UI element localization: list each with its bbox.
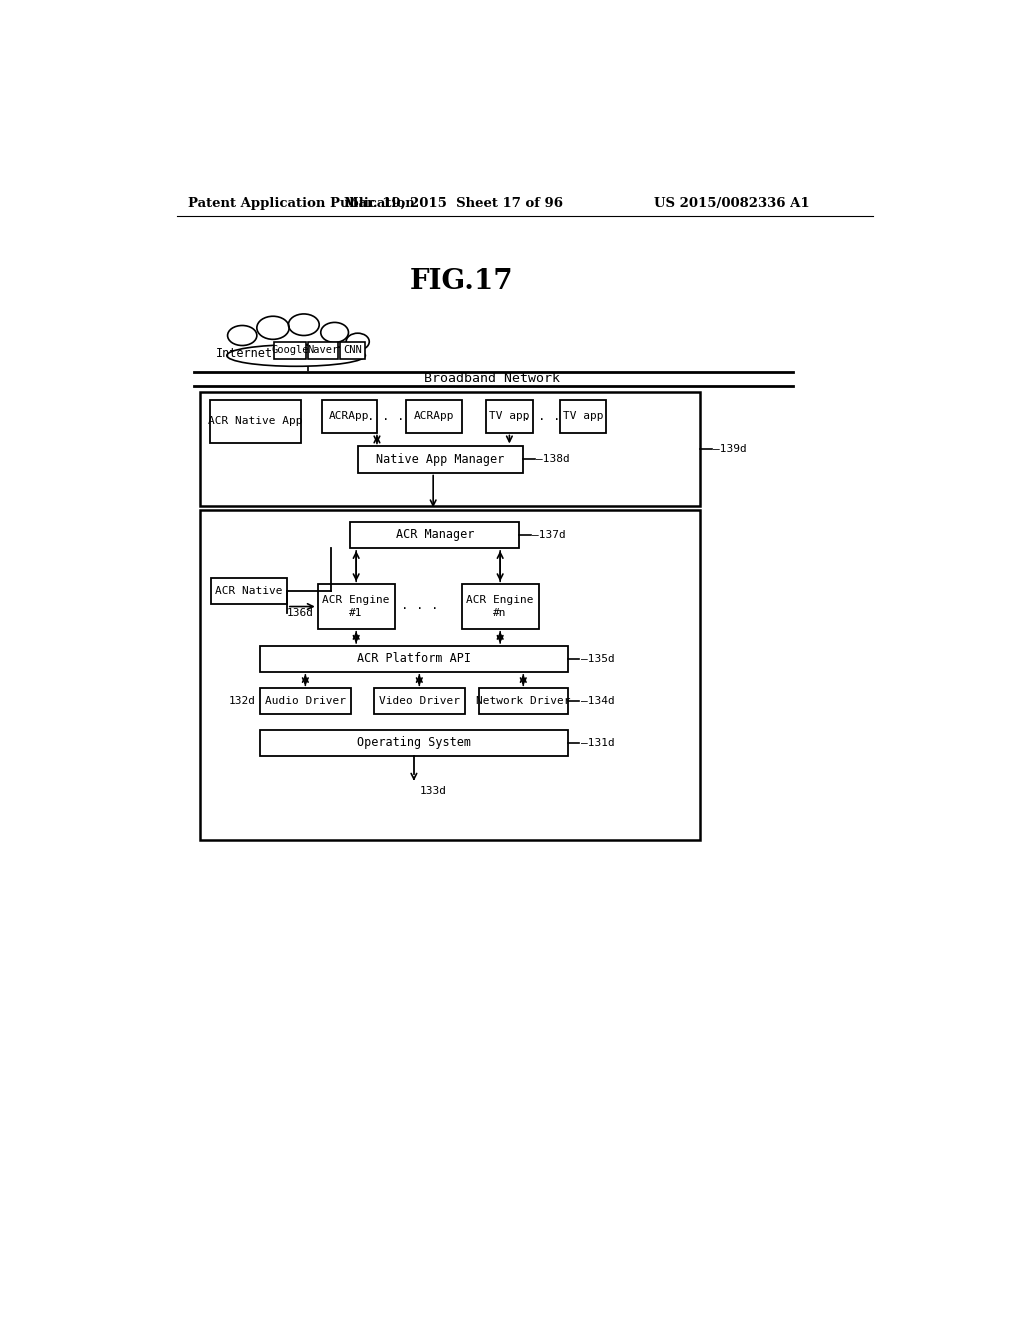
Text: Network Driver: Network Driver (476, 696, 570, 706)
Bar (462, 585, 539, 628)
Text: Internet: Internet (216, 347, 273, 360)
Text: FIG.17: FIG.17 (410, 268, 513, 296)
Text: 136d: 136d (287, 607, 313, 618)
Text: ACR Engine: ACR Engine (323, 594, 390, 605)
Text: ACRApp: ACRApp (414, 412, 455, 421)
Text: —134d: —134d (581, 696, 614, 706)
Text: Mar. 19, 2015  Sheet 17 of 96: Mar. 19, 2015 Sheet 17 of 96 (344, 197, 563, 210)
Text: —131d: —131d (581, 738, 614, 748)
Bar (560, 400, 606, 433)
Ellipse shape (226, 345, 366, 367)
Text: Audio Driver: Audio Driver (265, 696, 346, 706)
Bar (260, 645, 568, 672)
Text: ACR Native: ACR Native (215, 586, 283, 597)
Text: ACRApp: ACRApp (329, 412, 370, 421)
Text: ACR Native App: ACR Native App (208, 416, 302, 426)
Bar (486, 400, 532, 433)
Text: . . .: . . . (523, 409, 560, 422)
Bar (307, 342, 339, 359)
Bar (317, 585, 394, 628)
Bar (200, 511, 700, 840)
Ellipse shape (346, 333, 370, 350)
Text: Broadband Network: Broadband Network (425, 372, 560, 385)
Bar (260, 688, 351, 714)
Bar (374, 688, 465, 714)
Text: 132d: 132d (229, 696, 256, 706)
Ellipse shape (289, 314, 319, 335)
Bar (273, 342, 306, 359)
Text: Video Driver: Video Driver (379, 696, 460, 706)
Bar (210, 400, 301, 442)
Bar (260, 730, 568, 756)
Ellipse shape (257, 317, 289, 339)
Bar (200, 392, 700, 506)
Text: #n: #n (494, 609, 507, 619)
Text: —139d: —139d (714, 444, 748, 454)
Text: ACR Platform API: ACR Platform API (357, 652, 471, 665)
Bar (350, 521, 519, 548)
Text: Patent Application Publication: Patent Application Publication (188, 197, 415, 210)
Text: —135d: —135d (581, 653, 614, 664)
Bar (407, 400, 462, 433)
Text: Native App Manager: Native App Manager (376, 453, 504, 466)
Bar (322, 400, 377, 433)
Text: TV app: TV app (563, 412, 603, 421)
Ellipse shape (227, 326, 257, 346)
Text: CNN: CNN (343, 345, 361, 355)
Text: Operating System: Operating System (357, 737, 471, 750)
Text: 133d: 133d (420, 787, 447, 796)
Text: —137d: —137d (532, 529, 566, 540)
Text: TV app: TV app (489, 412, 529, 421)
Text: Google: Google (271, 345, 308, 355)
Text: . . .: . . . (368, 409, 404, 422)
Text: Naver: Naver (307, 345, 339, 355)
Text: #1: #1 (349, 609, 362, 619)
Text: ACR Manager: ACR Manager (395, 528, 474, 541)
Text: . . .: . . . (400, 599, 438, 612)
Text: —138d: —138d (537, 454, 570, 465)
Bar (357, 446, 523, 473)
Text: US 2015/0082336 A1: US 2015/0082336 A1 (654, 197, 810, 210)
Bar (479, 688, 568, 714)
Ellipse shape (321, 322, 348, 342)
Text: ACR Engine: ACR Engine (466, 594, 534, 605)
Bar (340, 342, 365, 359)
Bar (211, 578, 287, 605)
